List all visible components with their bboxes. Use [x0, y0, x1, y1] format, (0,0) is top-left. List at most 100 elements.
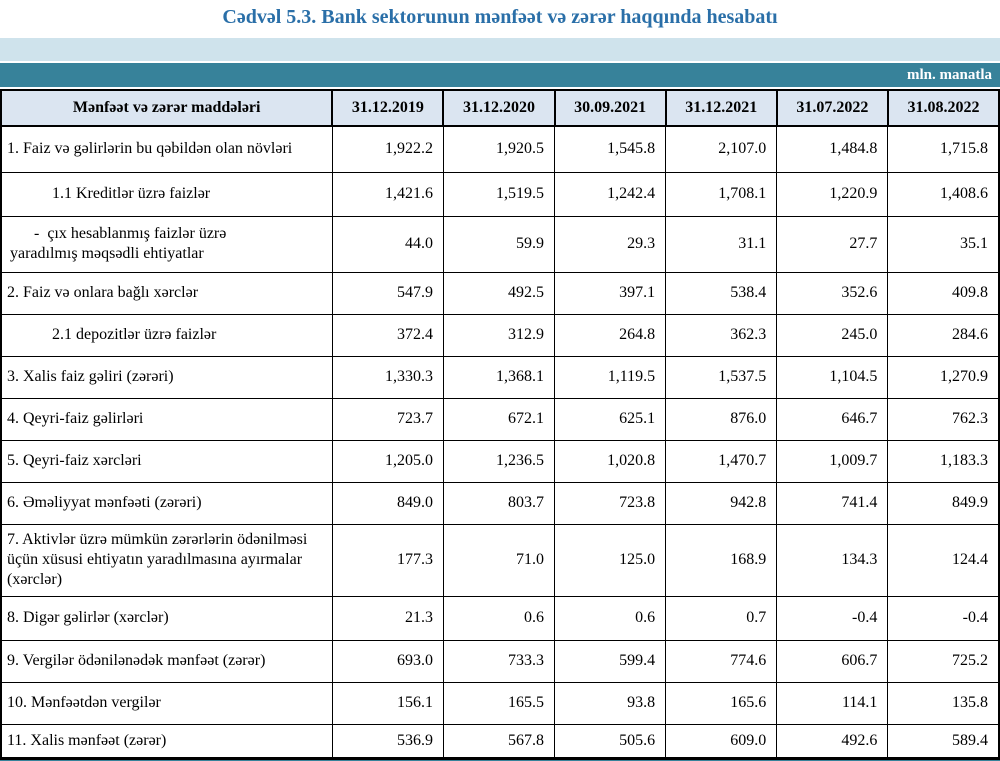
value-cell: 372.4: [331, 313, 444, 357]
value-cell: 165.5: [442, 681, 556, 725]
value-cell: 803.7: [442, 481, 556, 525]
value-cell: 606.7: [776, 639, 889, 683]
value-cell: 1,421.6: [331, 171, 444, 217]
row-label: 1.1 Kreditlər üzrə faizlər: [0, 171, 333, 217]
value-cell: 1,270.9: [887, 355, 1000, 399]
value-cell: 505.6: [554, 723, 667, 759]
value-cell: 567.8: [442, 723, 556, 759]
value-cell: 124.4: [887, 523, 1000, 597]
value-cell: 589.4: [887, 723, 1000, 759]
value-cell: 93.8: [554, 681, 667, 725]
unit-label: mln. manatla: [906, 67, 992, 83]
value-cell: 312.9: [442, 313, 556, 357]
value-cell: 362.3: [665, 313, 778, 357]
header-row: Mənfəət və zərər maddələri 31.12.2019 31.1…: [0, 89, 1000, 127]
table-row: 5. Qeyri-faiz xərcləri 1,205.0 1,236.5 1,02…: [0, 439, 1000, 483]
value-cell: 31.1: [665, 215, 778, 273]
value-cell: 1,920.5: [442, 125, 556, 173]
header-date-column: 31.12.2019: [331, 89, 445, 127]
value-cell: 942.8: [665, 481, 778, 525]
row-label: 6. Əməliyyat mənfəəti (zərəri): [0, 481, 333, 525]
value-cell: 1,368.1: [442, 355, 556, 399]
value-cell: 134.3: [776, 523, 889, 597]
value-cell: 29.3: [554, 215, 667, 273]
value-cell: 114.1: [776, 681, 889, 725]
value-cell: 1,708.1: [665, 171, 778, 217]
value-cell: 1,009.7: [776, 439, 889, 483]
value-cell: 1,519.5: [442, 171, 556, 217]
value-cell: 21.3: [331, 595, 444, 641]
unit-bar: mln. manatla: [0, 63, 1000, 87]
header-date-column: 31.07.2022: [775, 89, 889, 127]
table-row: 10. Mənfəətdən vergilər 156.1 165.5 93.8 165…: [0, 681, 1000, 725]
value-cell: 1,545.8: [554, 125, 667, 173]
value-cell: 168.9: [665, 523, 778, 597]
value-cell: 625.1: [554, 397, 667, 441]
table-row: 8. Digər gəlirlər (xərclər) 21.3 0.6 0.6 0.7…: [0, 595, 1000, 641]
row-label: - çıx hesablanmış faizlər üzrə yaradılmı…: [0, 215, 333, 273]
value-cell: 0.7: [665, 595, 778, 641]
row-label: 2.1 depozitlər üzrə faizlər: [0, 313, 333, 357]
value-cell: 1,220.9: [776, 171, 889, 217]
value-cell: 409.8: [887, 271, 1000, 315]
value-cell: 762.3: [887, 397, 1000, 441]
row-label: 5. Qeyri-faiz xərcləri: [0, 439, 333, 483]
table-row: 9. Vergilər ödənilənədək mənfəət (zərər)…: [0, 639, 1000, 683]
value-cell: 245.0: [776, 313, 889, 357]
value-cell: -0.4: [887, 595, 1000, 641]
value-cell: 44.0: [331, 215, 444, 273]
value-cell: 1,330.3: [331, 355, 444, 399]
value-cell: 1,183.3: [887, 439, 1000, 483]
row-label: 10. Mənfəətdən vergilər: [0, 681, 333, 725]
value-cell: 672.1: [442, 397, 556, 441]
header-date-column: 31.08.2022: [886, 89, 1000, 127]
row-label: 1. Faiz və gəlirlərin bu qəbildən olan n…: [0, 125, 333, 173]
row-label: 8. Digər gəlirlər (xərclər): [0, 595, 333, 641]
value-cell: 646.7: [776, 397, 889, 441]
value-cell: 599.4: [554, 639, 667, 683]
value-cell: 876.0: [665, 397, 778, 441]
row-label: 2. Faiz və onlara bağlı xərclər: [0, 271, 333, 315]
value-cell: 725.2: [887, 639, 1000, 683]
table-row: 2.1 depozitlər üzrə faizlər 372.4 312.9 264…: [0, 313, 1000, 357]
value-cell: 1,537.5: [665, 355, 778, 399]
value-cell: 1,104.5: [776, 355, 889, 399]
value-cell: 352.6: [776, 271, 889, 315]
header-date-column: 31.12.2020: [442, 89, 556, 127]
value-cell: 849.0: [331, 481, 444, 525]
table-body: 1. Faiz və gəlirlərin bu qəbildən olan n…: [0, 125, 1000, 759]
value-cell: 156.1: [331, 681, 444, 725]
value-cell: 733.3: [442, 639, 556, 683]
value-cell: 536.9: [331, 723, 444, 759]
value-cell: 397.1: [554, 271, 667, 315]
value-cell: 1,408.6: [887, 171, 1000, 217]
value-cell: 1,470.7: [665, 439, 778, 483]
header-items-column: Mənfəət və zərər maddələri: [0, 89, 334, 127]
row-label: 3. Xalis faiz gəliri (zərəri): [0, 355, 333, 399]
table-row: 1. Faiz və gəlirlərin bu qəbildən olan n…: [0, 125, 1000, 173]
value-cell: 284.6: [887, 313, 1000, 357]
table-row: 4. Qeyri-faiz gəlirləri 723.7 672.1 625.1 87…: [0, 397, 1000, 441]
table-row: 1.1 Kreditlər üzrə faizlər 1,421.6 1,519.5…: [0, 171, 1000, 217]
value-cell: 1,020.8: [554, 439, 667, 483]
value-cell: 693.0: [331, 639, 444, 683]
table-row: 7. Aktivlər üzrə mümkün zərərlərin ödəni…: [0, 523, 1000, 597]
table-title: Cədvəl 5.3. Bank sektorunun mənfəət və z…: [222, 6, 778, 28]
value-cell: 0.6: [554, 595, 667, 641]
value-cell: 1,205.0: [331, 439, 444, 483]
value-cell: 741.4: [776, 481, 889, 525]
value-cell: 849.9: [887, 481, 1000, 525]
value-cell: 165.6: [665, 681, 778, 725]
value-cell: 538.4: [665, 271, 778, 315]
row-label: 9. Vergilər ödənilənədək mənfəət (zərər): [0, 639, 333, 683]
row-label: 4. Qeyri-faiz gəlirləri: [0, 397, 333, 441]
header-date-column: 31.12.2021: [664, 89, 778, 127]
value-cell: 1,922.2: [331, 125, 444, 173]
table-row: 11. Xalis mənfəət (zərər) 536.9 567.8 505.6…: [0, 723, 1000, 759]
row-label: 11. Xalis mənfəət (zərər): [0, 723, 333, 759]
value-cell: 609.0: [665, 723, 778, 759]
value-cell: 59.9: [442, 215, 556, 273]
value-cell: 27.7: [776, 215, 889, 273]
value-cell: 774.6: [665, 639, 778, 683]
